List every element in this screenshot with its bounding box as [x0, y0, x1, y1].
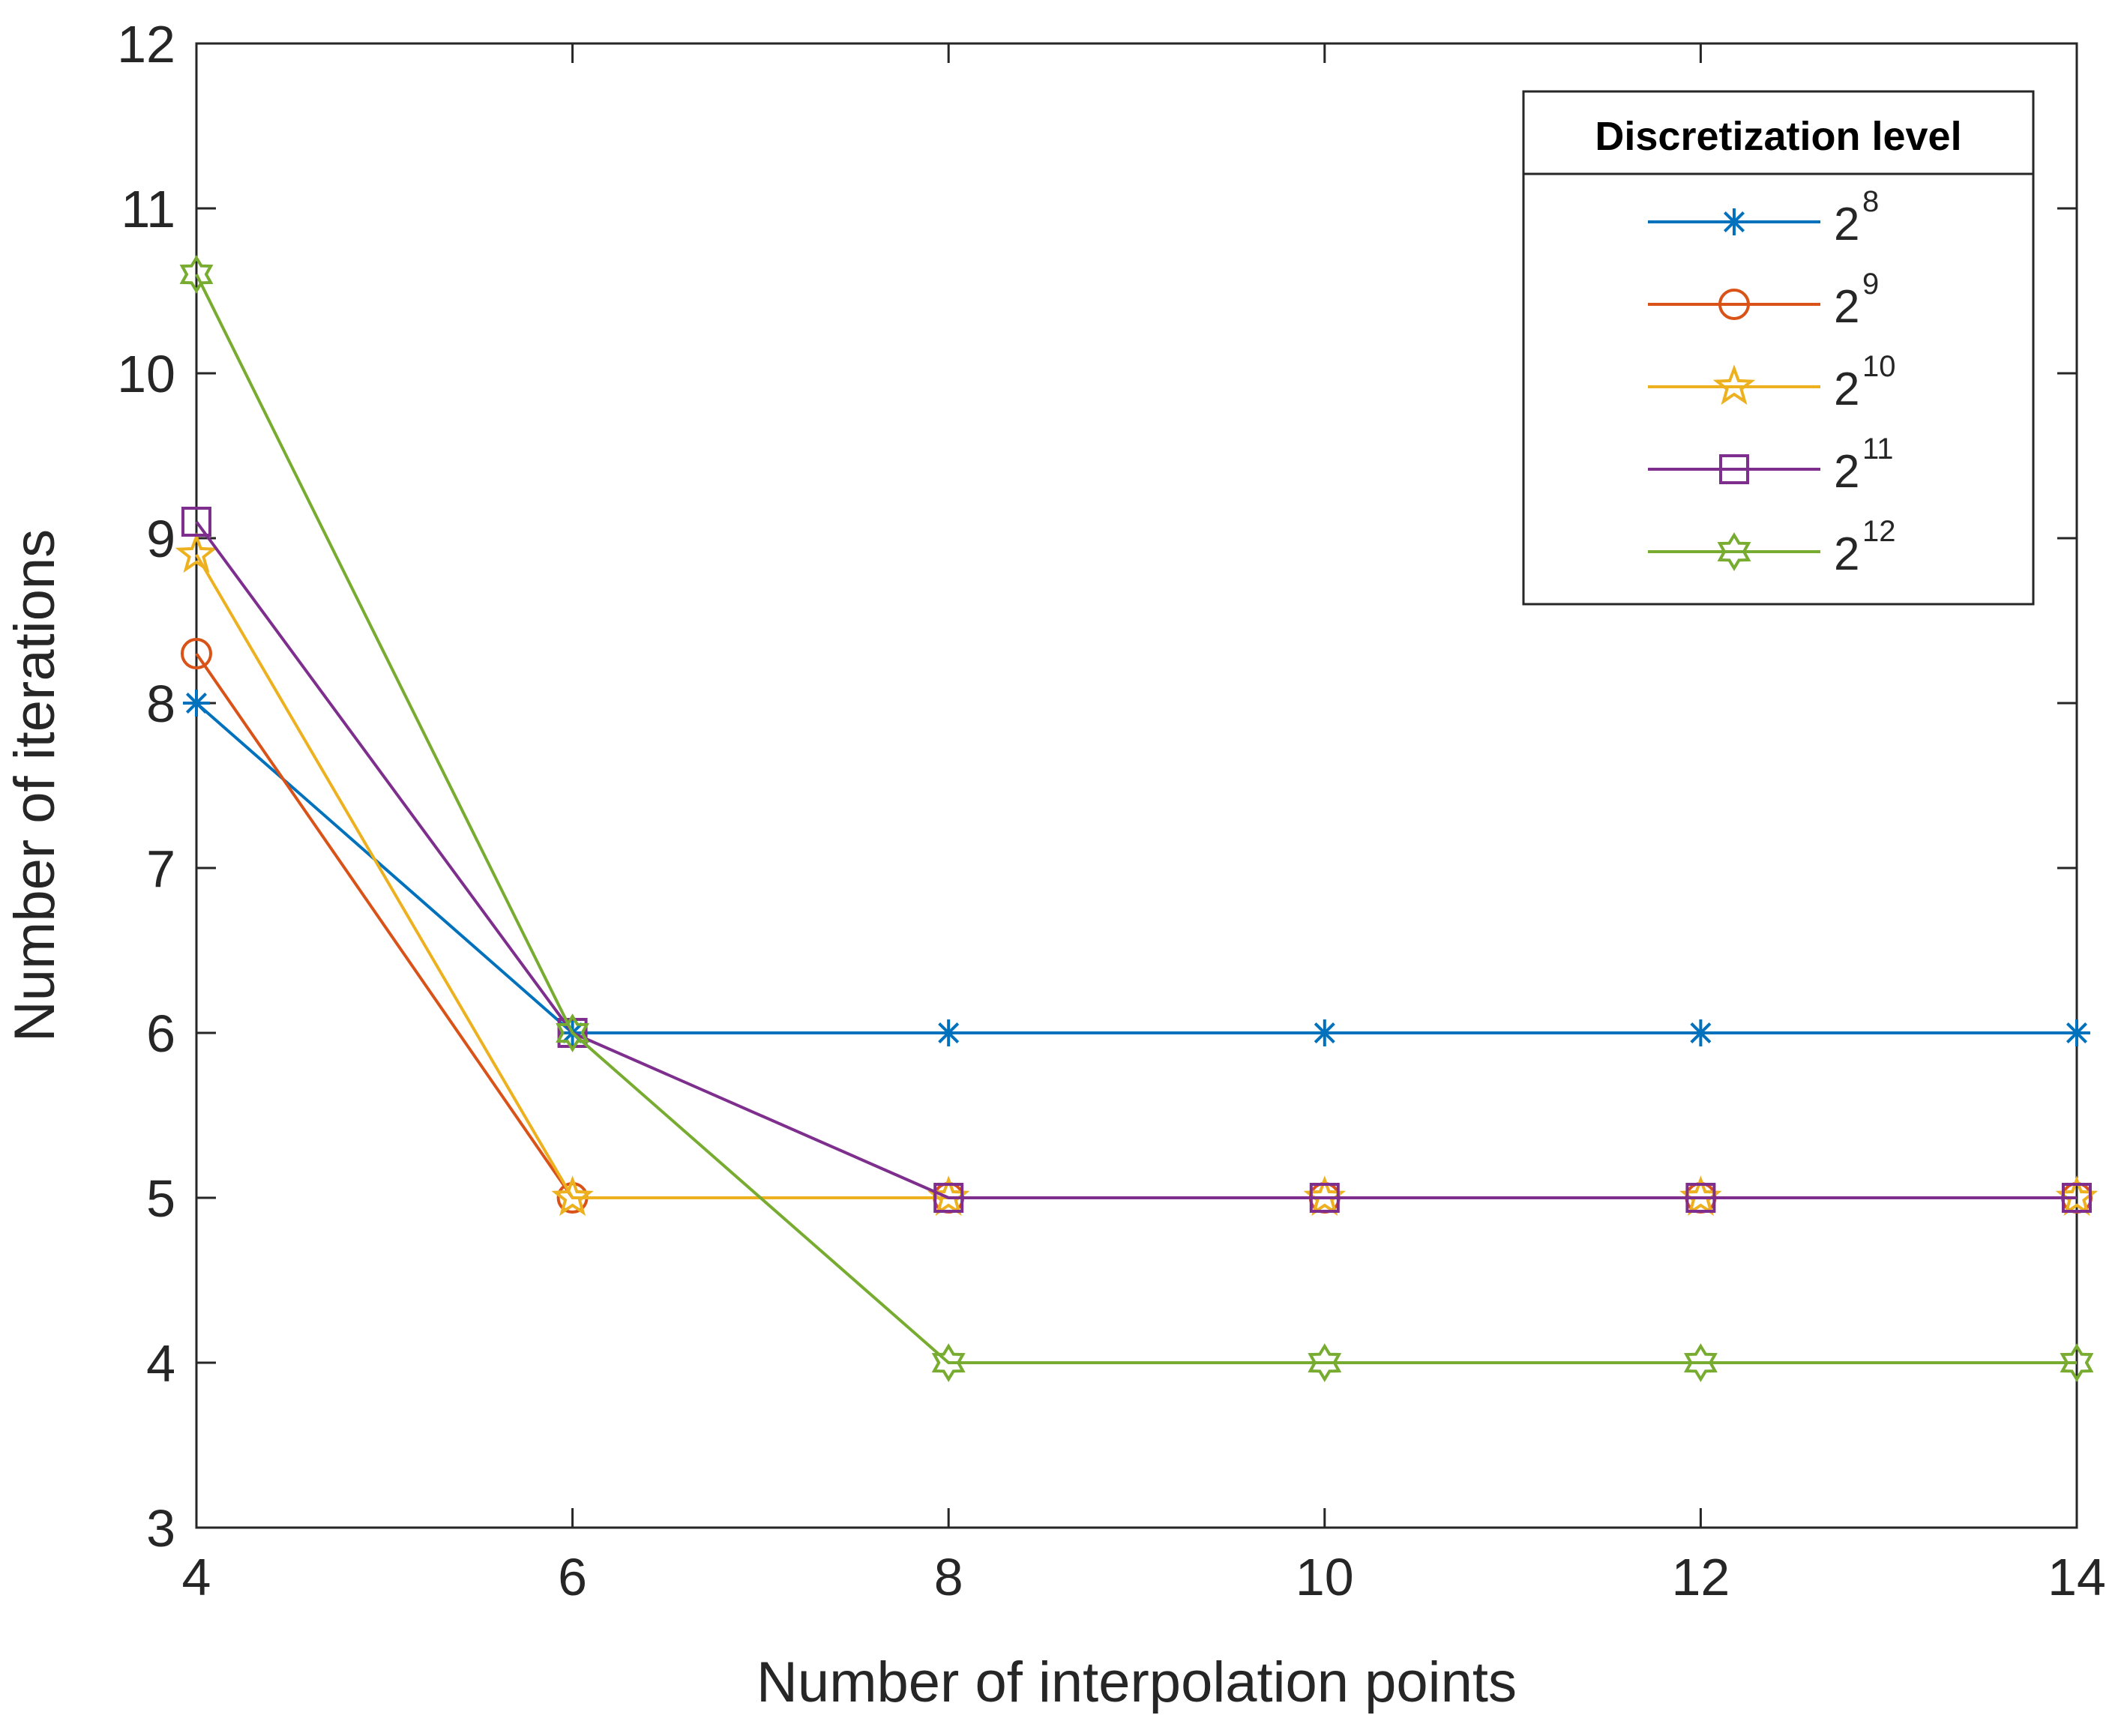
- data-point: [1311, 1019, 1338, 1046]
- legend-box: [1522, 90, 2035, 606]
- legend-label-base: 2: [1834, 528, 1859, 580]
- legend-label-exponent: 10: [1862, 350, 1896, 383]
- y-tick-label: 8: [146, 675, 175, 733]
- legend-label-base: 2: [1834, 446, 1859, 498]
- legend-entry: 2 10: [1648, 350, 1896, 415]
- data-point: [933, 1183, 964, 1213]
- y-tick-label: 3: [146, 1499, 175, 1558]
- data-point: [175, 532, 218, 573]
- legend-label-base: 2: [1834, 199, 1859, 250]
- data-point: [557, 1018, 588, 1048]
- x-tick-label: 4: [182, 1548, 211, 1606]
- data-point: [2062, 1183, 2092, 1213]
- data-point: [551, 1175, 594, 1217]
- y-tick-label: 11: [121, 180, 175, 238]
- data-point: [2060, 1343, 2094, 1382]
- y-tick-label: 12: [117, 15, 175, 73]
- data-point: [1308, 1343, 1342, 1382]
- series-2-12: [179, 255, 2094, 1382]
- series-layer: [175, 255, 2099, 1382]
- y-tick-label: 7: [146, 840, 175, 898]
- series-2-11: [181, 507, 2092, 1213]
- series-line: [195, 274, 2077, 1364]
- legend-marker: [1712, 364, 1756, 406]
- legend-marker: [1718, 289, 1750, 320]
- legend-entries: 2 82 92 102 112 12: [1648, 185, 1896, 580]
- data-point: [935, 1019, 963, 1046]
- legend-entry: 2 11: [1648, 433, 1894, 498]
- data-point: [1687, 1019, 1715, 1046]
- legend-marker: [1719, 454, 1749, 484]
- data-point: [931, 1343, 966, 1382]
- data-point: [183, 690, 210, 717]
- asterisk-stroke: [1314, 1022, 1335, 1044]
- y-tick-label: 4: [146, 1334, 175, 1393]
- x-axis-title: Number of interpolation points: [756, 1651, 1517, 1714]
- asterisk-stroke: [938, 1022, 960, 1044]
- legend-label-exponent: 11: [1862, 433, 1894, 465]
- asterisk-stroke: [2066, 1022, 2088, 1044]
- legend-marker: [1721, 208, 1748, 235]
- legend-title: Discretization level: [1595, 114, 1961, 159]
- data-point: [556, 1013, 590, 1052]
- legend-label-exponent: 12: [1862, 515, 1896, 548]
- y-tick-label: 5: [146, 1169, 175, 1228]
- legend-marker: [1717, 532, 1751, 571]
- series-line: [195, 702, 2077, 1034]
- x-axis-ticks: 4 6 8 10 12 14: [182, 43, 2106, 1606]
- y-axis-ticks: 3 4 5 6 7 8 9 10 11 12: [117, 15, 2077, 1558]
- asterisk-stroke: [1690, 1022, 1712, 1044]
- data-point: [181, 638, 212, 669]
- legend-label-base: 2: [1834, 281, 1859, 333]
- legend-entry: 2 12: [1648, 515, 1896, 580]
- y-tick-label: 6: [146, 1004, 175, 1063]
- data-point: [1685, 1183, 1716, 1213]
- data-point: [1683, 1343, 1718, 1382]
- legend-label-exponent: 8: [1862, 185, 1879, 218]
- y-tick-label: 10: [117, 345, 175, 403]
- x-tick-label: 14: [2048, 1548, 2106, 1606]
- data-point: [179, 255, 214, 294]
- x-tick-label: 12: [1671, 1548, 1730, 1606]
- x-tick-label: 10: [1296, 1548, 1354, 1606]
- x-tick-label: 6: [558, 1548, 587, 1606]
- asterisk-stroke: [185, 692, 208, 714]
- legend-label-exponent: 9: [1862, 268, 1879, 301]
- legend-label-base: 2: [1834, 364, 1859, 415]
- legend: Discretization level 2 82 92 102 112 12: [1522, 90, 2035, 606]
- y-tick-label: 9: [146, 510, 175, 568]
- data-point: [1309, 1183, 1340, 1213]
- data-point: [2063, 1019, 2090, 1046]
- data-point: [181, 507, 211, 537]
- asterisk-stroke: [1723, 211, 1745, 233]
- y-axis-title: Number of iterations: [3, 529, 67, 1042]
- x-tick-label: 8: [934, 1548, 963, 1606]
- series-line: [195, 520, 2077, 1199]
